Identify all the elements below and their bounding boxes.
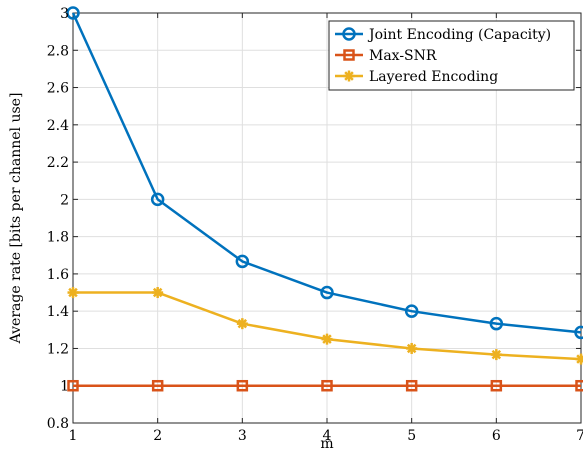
x-tick-label: 2 xyxy=(153,428,162,444)
y-tick-label: 1 xyxy=(60,379,69,395)
y-tick-label: 2.6 xyxy=(47,81,69,97)
legend-entry: Joint Encoding (Capacity) xyxy=(335,27,551,43)
legend-entry: Layered Encoding xyxy=(335,69,498,85)
y-tick-label: 1.2 xyxy=(47,341,69,357)
data-point xyxy=(67,287,79,299)
data-point xyxy=(321,379,333,392)
data-point xyxy=(321,333,333,345)
y-tick-label: 0.8 xyxy=(47,416,69,432)
series-1 xyxy=(67,379,583,392)
data-point xyxy=(490,379,503,392)
x-tick-label: 4 xyxy=(323,428,332,444)
data-point xyxy=(152,287,164,299)
series-0 xyxy=(66,6,583,340)
legend-label: Max-SNR xyxy=(369,48,437,64)
x-tick-label: 3 xyxy=(238,428,247,444)
data-point xyxy=(574,325,583,340)
y-tick-label: 2.4 xyxy=(47,118,69,134)
y-tick-label: 3 xyxy=(60,6,69,22)
y-axis-label: Average rate [bits per channel use] xyxy=(8,93,24,345)
data-point xyxy=(235,254,250,269)
y-tick-label: 1.8 xyxy=(47,230,69,246)
y-tick-label: 2.8 xyxy=(47,43,69,59)
data-point xyxy=(67,379,79,392)
legend-marker xyxy=(342,27,356,41)
y-tick-label: 1.6 xyxy=(47,267,69,283)
y-tick-label: 2.2 xyxy=(47,155,69,171)
series-2 xyxy=(67,287,583,365)
legend-label: Joint Encoding (Capacity) xyxy=(367,27,551,43)
x-tick-label: 7 xyxy=(576,428,583,444)
x-tick-label: 5 xyxy=(407,428,416,444)
data-point xyxy=(490,349,502,361)
data-point xyxy=(406,342,418,354)
data-point xyxy=(404,304,419,318)
x-tick-label: 1 xyxy=(69,428,78,444)
x-tick-label: 6 xyxy=(492,428,501,444)
data-point xyxy=(489,316,504,331)
legend-marker xyxy=(343,70,355,82)
data-point xyxy=(320,285,334,300)
data-point xyxy=(151,379,164,392)
series-layer xyxy=(66,6,583,392)
legend-label: Layered Encoding xyxy=(369,69,498,85)
data-point xyxy=(236,318,248,330)
data-point xyxy=(150,192,165,207)
series-line xyxy=(71,12,582,334)
legend-box xyxy=(328,20,575,91)
data-point xyxy=(575,379,583,392)
data-point xyxy=(575,353,583,365)
data-point xyxy=(405,379,418,392)
data-point xyxy=(236,379,249,392)
y-tick-label: 2 xyxy=(60,192,69,208)
tick-labels: 1 2 3 4 5 6 70.811.21.41.61.822.22.42.62.83 xyxy=(47,6,583,444)
legend: Joint Encoding (Capacity) Max-SNR Layered … xyxy=(328,20,575,91)
y-tick-label: 1.4 xyxy=(47,304,69,320)
legend-marker xyxy=(343,49,355,61)
legend-entry: Max-SNR xyxy=(335,48,437,64)
x-axis-label: m xyxy=(320,436,333,452)
data-point xyxy=(66,6,80,20)
